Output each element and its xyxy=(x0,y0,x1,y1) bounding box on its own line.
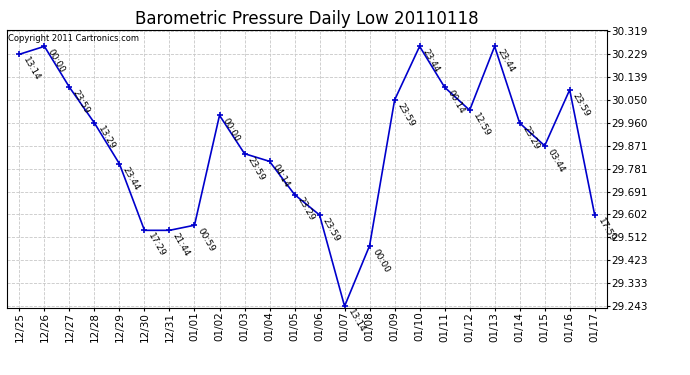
Text: 03:44: 03:44 xyxy=(546,147,566,174)
Text: 12:59: 12:59 xyxy=(471,112,492,138)
Text: 23:29: 23:29 xyxy=(521,124,542,151)
Text: 23:59: 23:59 xyxy=(321,216,342,243)
Title: Barometric Pressure Daily Low 20110118: Barometric Pressure Daily Low 20110118 xyxy=(135,10,479,28)
Text: 04:14: 04:14 xyxy=(271,163,292,189)
Text: 17:59: 17:59 xyxy=(596,216,617,243)
Text: 00:00: 00:00 xyxy=(221,117,242,144)
Text: 13:14: 13:14 xyxy=(21,56,41,82)
Text: 23:59: 23:59 xyxy=(571,91,592,118)
Text: 23:44: 23:44 xyxy=(421,48,442,74)
Text: 23:59: 23:59 xyxy=(71,88,92,116)
Text: 23:59: 23:59 xyxy=(246,155,266,182)
Text: Copyright 2011 Cartronics.com: Copyright 2011 Cartronics.com xyxy=(8,34,139,43)
Text: 13:14: 13:14 xyxy=(346,308,366,334)
Text: 00:59: 00:59 xyxy=(196,226,217,254)
Text: 23:44: 23:44 xyxy=(121,165,141,192)
Text: 21:44: 21:44 xyxy=(171,232,191,258)
Text: 17:29: 17:29 xyxy=(146,232,166,258)
Text: 23:59: 23:59 xyxy=(396,101,417,128)
Text: 00:00: 00:00 xyxy=(46,48,66,75)
Text: 13:29: 13:29 xyxy=(96,124,117,151)
Text: 00:00: 00:00 xyxy=(371,247,392,274)
Text: 23:29: 23:29 xyxy=(296,196,317,223)
Text: 23:44: 23:44 xyxy=(496,48,517,74)
Text: 00:14: 00:14 xyxy=(446,88,466,116)
